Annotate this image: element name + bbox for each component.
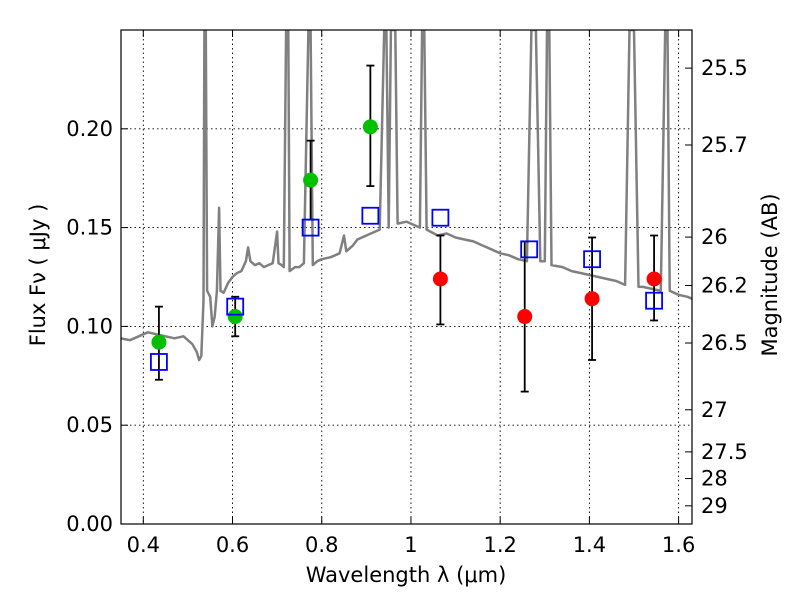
x-tick-label: 1.4 — [573, 533, 606, 557]
model-point — [583, 250, 601, 269]
right-tick-label: 28 — [701, 467, 728, 491]
right-tick-label: 26.2 — [701, 273, 748, 297]
data-point — [362, 119, 378, 135]
data-point — [432, 271, 448, 287]
data-point — [517, 309, 533, 325]
axis-ticks — [121, 30, 692, 525]
right-tick-label: 29 — [701, 494, 728, 518]
data-point — [646, 271, 662, 287]
right-tick-label: 27.5 — [701, 440, 748, 464]
x-tick-label: 1 — [404, 533, 417, 557]
plot-frame — [120, 29, 693, 525]
y-tick-label: 0.00 — [66, 512, 113, 536]
y-tick-label: 0.15 — [66, 216, 113, 240]
model-point — [301, 218, 320, 237]
x-tick-label: 1.2 — [483, 533, 516, 557]
error-bars — [154, 64, 659, 393]
tick-labels: 0.4 0.6 0.8 1 1.2 1.4 1.6 0.00 0.05 0.10 0.15 0.20 2… — [66, 56, 748, 557]
y-axis-title-right: Magnitude (AB) — [758, 193, 782, 356]
x-tick-label: 0.8 — [305, 533, 338, 557]
spectrum-line — [121, 30, 692, 362]
model-point — [431, 208, 450, 227]
model-point — [645, 291, 663, 310]
y-axis-title-left: Flux Fν ( μJy ) — [26, 204, 50, 347]
right-tick-label: 25.7 — [701, 133, 748, 157]
model-spectrum — [121, 30, 692, 362]
x-tick-label: 0.4 — [127, 533, 160, 557]
y-tick-label: 0.10 — [66, 314, 113, 338]
model-point — [361, 206, 380, 225]
data-markers — [150, 119, 663, 371]
y-tick-label: 0.20 — [66, 117, 113, 141]
model-point — [520, 240, 539, 259]
model-point — [226, 297, 245, 316]
x-tick-label: 0.6 — [216, 533, 249, 557]
right-tick-label: 26.5 — [701, 331, 748, 355]
data-point — [584, 291, 600, 307]
data-point — [303, 172, 319, 188]
right-tick-label: 26 — [701, 225, 728, 249]
right-tick-label: 27 — [701, 398, 728, 422]
data-point — [227, 309, 243, 325]
x-axis-title: Wavelength λ (μm) — [306, 563, 507, 587]
right-tick-label: 25.5 — [701, 56, 748, 80]
grid-lines — [121, 30, 692, 524]
model-point — [150, 353, 168, 371]
data-point — [151, 334, 167, 350]
x-tick-label: 1.6 — [662, 533, 695, 557]
y-tick-label: 0.05 — [66, 413, 113, 437]
